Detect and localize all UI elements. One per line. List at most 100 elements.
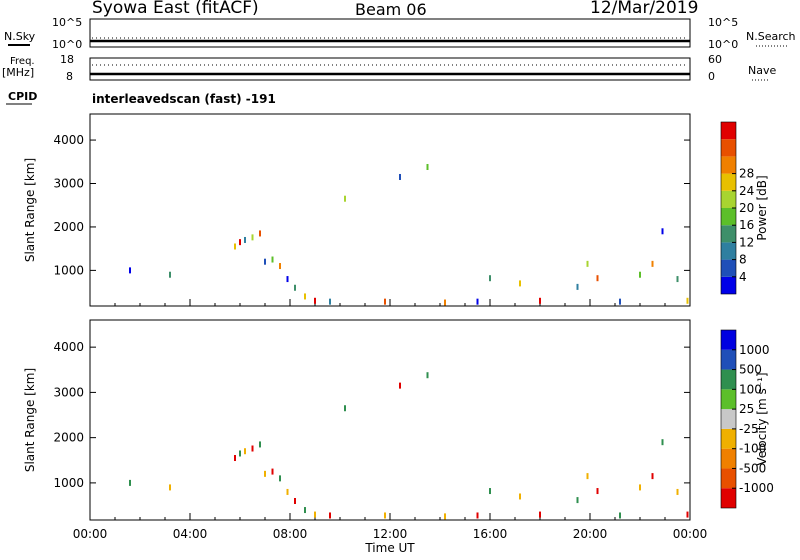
velocity-data-point [251,445,254,452]
velocity-colorbar-label: 25 [739,402,754,416]
power-data-point [384,298,386,305]
velocity-ytick-label: 3000 [53,385,84,399]
velocity-xtick-label: 00:00 [73,527,108,541]
velocity-x-axis-label: Time UT [364,541,415,555]
station-title: Syowa East (fitACF) [92,0,259,18]
power-data-point [596,275,599,282]
power-data-point [234,243,236,250]
velocity-xtick-label: 12:00 [373,527,408,541]
power-colorbar-segment [721,276,736,294]
power-data-point [576,283,579,290]
velocity-data-point [304,507,306,514]
noise-tick-left-top: 10^5 [52,16,83,29]
velocity-colorbar-segment [721,428,736,449]
velocity-data-point [264,470,266,477]
velocity-colorbar-segment [721,349,736,370]
power-data-point [519,280,521,287]
velocity-data-point [651,473,654,480]
velocity-colorbar-segment [721,409,736,429]
power-data-point [259,230,261,237]
velocity-colorbar-segment [721,468,736,489]
power-data-point [239,239,241,246]
power-data-point [271,256,274,263]
nsky-label: N.Sky [4,30,36,43]
power-colorbar-label: 4 [739,270,747,284]
velocity-xtick-label: 00:00 [673,527,708,541]
freq-label: Freq. [10,56,35,67]
velocity-data-point [576,497,579,504]
velocity-data-point [294,497,296,504]
power-colorbar-label: 24 [739,184,754,198]
power-colorbar-label: 28 [739,167,754,181]
velocity-data-point [661,439,664,446]
power-data-point [686,297,689,304]
power-data-point [539,297,541,304]
power-data-point [426,163,429,170]
power-data-point [314,297,316,304]
power-data-point [251,234,254,241]
velocity-data-point [596,488,599,495]
velocity-data-point [426,372,429,379]
freq-unit: [MHz] [2,66,35,79]
velocity-xtick-label: 16:00 [473,527,508,541]
velocity-data-point [539,511,541,518]
freq-tick-bottom: 8 [66,70,73,83]
velocity-data-point [244,448,246,455]
power-data-point [651,260,654,267]
date-label: 12/Mar/2019 [590,0,699,18]
nave-label: Nave [748,64,777,77]
velocity-plot-frame [89,319,691,521]
velocity-colorbar-segment [721,389,736,410]
noise-tick-left-bottom: 10^0 [52,38,83,51]
velocity-data-point [586,473,589,480]
power-data-point [129,267,131,274]
power-colorbar-segment [721,156,736,174]
power-data-point [399,173,401,180]
nsearch-label: N.Search [746,30,796,43]
velocity-colorbar-segment [721,330,736,350]
beam-label: Beam 06 [355,0,427,19]
power-data-point [619,298,621,305]
velocity-y-axis-label: Slant Range [km] [23,368,37,472]
power-data-point [676,276,679,283]
power-colorbar-label: 20 [739,201,754,215]
power-colorbar-segment [721,190,736,208]
nave-tick-top: 60 [708,53,722,66]
velocity-colorbar-label: 500 [739,363,762,377]
velocity-xtick-label: 04:00 [173,527,208,541]
power-ytick-label: 2000 [53,220,84,234]
velocity-data-point [399,382,401,389]
noise-panel [89,18,691,48]
power-colorbar-segment [721,208,736,226]
noise-tick-right-bottom: 10^0 [708,38,739,51]
velocity-xtick-label: 20:00 [573,527,608,541]
power-colorbar-segment [721,225,736,243]
velocity-colorbar-segment [721,448,736,469]
power-colorbar-segment [721,242,736,260]
power-data-point [661,228,664,235]
power-y-axis-label: Slant Range [km] [23,158,37,262]
velocity-colorbar-label: -1000 [739,481,774,495]
power-plot-frame [89,113,691,307]
velocity-data-point [619,512,621,519]
velocity-ytick-label: 4000 [53,340,84,354]
velocity-data-point [234,455,236,462]
power-colorbar-label: 16 [739,218,754,232]
velocity-data-point [519,493,521,500]
power-data-point [304,293,306,300]
velocity-chart: 1000 2000 3000 4000 Slant Range [km] 00:00 04:… [23,319,774,555]
power-data-point [169,271,171,278]
power-data-point [489,275,491,282]
velocity-data-point [639,484,641,491]
velocity-data-point [129,479,131,486]
power-colorbar-label: 8 [739,253,747,267]
power-data-point [344,195,346,202]
power-colorbar-segment [721,139,736,157]
cpid-label: CPID [8,90,38,103]
velocity-data-point [329,512,331,519]
velocity-ytick-label: 1000 [53,476,84,490]
power-data-point [329,298,331,305]
velocity-colorbar-frame [720,329,737,509]
power-ytick-label: 1000 [53,263,84,277]
freq-tick-top: 18 [60,53,74,66]
